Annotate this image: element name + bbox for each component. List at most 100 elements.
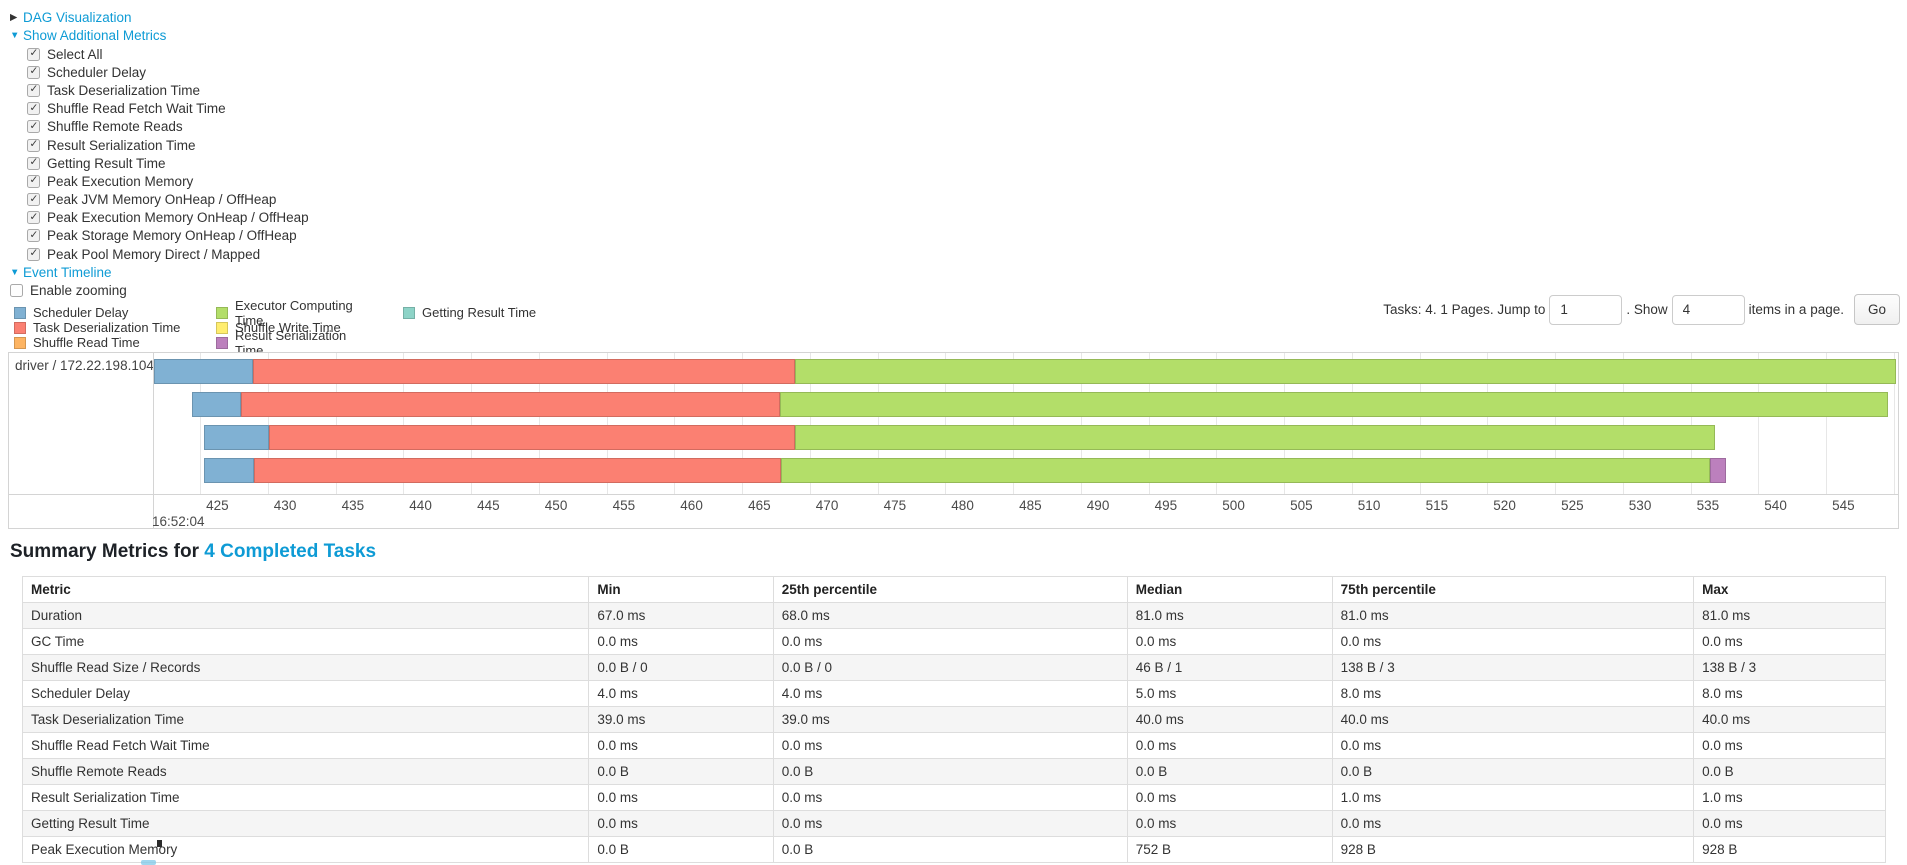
task-deserialization-segment[interactable]	[254, 458, 782, 483]
summary-metric-value: 0.0 ms	[1126, 628, 1333, 655]
metric-checkbox[interactable]	[27, 211, 40, 225]
axis-gridline	[1284, 353, 1286, 494]
expanded-arrow-icon: ▼	[10, 266, 20, 278]
scheduler-delay-segment[interactable]	[154, 359, 253, 384]
timeline-group-column: driver / 172.22.198.104	[9, 353, 154, 528]
scheduler-delay-segment[interactable]	[204, 425, 270, 450]
event-timeline-toggle[interactable]: ▼ Event Timeline	[10, 263, 309, 282]
summary-title-text: Summary Metrics for	[10, 541, 200, 562]
summary-table-row: Peak Execution Memory 0.0 B 0.0 B 752 B 928 …	[21, 836, 1886, 863]
axis-tick-label: 465	[748, 498, 771, 513]
task-timeline-bar	[154, 458, 1898, 483]
event-timeline-label: Event Timeline	[23, 265, 112, 280]
completed-tasks-link[interactable]: 4 Completed Tasks	[204, 541, 377, 562]
summary-metric-name: Duration	[21, 602, 590, 629]
legend-label: Task Deserialization Time	[33, 320, 181, 335]
summary-metric-value: 0.0 ms	[1331, 810, 1695, 837]
executor-computing-segment[interactable]	[781, 458, 1710, 483]
summary-metric-value: 0.0 B	[1331, 758, 1695, 785]
summary-metric-value: 0.0 B	[588, 836, 774, 863]
executor-computing-segment[interactable]	[780, 392, 1889, 417]
dag-visualization-label: DAG Visualization	[23, 9, 132, 25]
axis-gridline	[1758, 353, 1760, 494]
summary-metric-value: 0.0 ms	[1331, 732, 1695, 759]
summary-metric-value: 0.0 B	[772, 758, 1128, 785]
executor-group-label: driver / 172.22.198.104	[15, 358, 153, 373]
scheduler-delay-segment[interactable]	[191, 392, 241, 417]
axis-tick-label: 495	[1154, 498, 1178, 513]
axis-tick-label: 485	[1019, 498, 1042, 513]
executor-computing-segment[interactable]	[794, 359, 1897, 384]
legend-label: Getting Result Time	[422, 305, 537, 320]
summary-metric-value: 0.0 ms	[588, 784, 774, 811]
summary-table-row: Duration 67.0 ms 68.0 ms 81.0 ms 81.0 ms 81.0…	[21, 602, 1886, 629]
axis-tick-label: 520	[1493, 498, 1516, 513]
enable-zooming-checkbox[interactable]	[10, 284, 23, 298]
metric-checkbox[interactable]	[27, 247, 40, 261]
metric-checkbox-row: Shuffle Read Fetch Wait Time	[27, 100, 309, 118]
summary-metric-value: 4.0 ms	[588, 680, 774, 707]
task-timeline-bar	[154, 425, 1898, 450]
page-size-input[interactable]	[1671, 294, 1745, 325]
dag-visualization-toggle[interactable]: ▶ DAG Visualization	[10, 8, 309, 27]
metric-checkbox-row: Shuffle Remote Reads	[27, 118, 309, 136]
legend-item: Task Deserialization Time	[14, 320, 190, 335]
summary-metric-value: 81.0 ms	[1693, 602, 1886, 629]
metric-checkbox[interactable]	[27, 174, 40, 188]
summary-metric-value: 0.0 B	[772, 836, 1128, 863]
axis-tick-label: 425	[206, 498, 229, 513]
task-count-text: Tasks: 4. 1 Pages. Jump to	[1383, 302, 1546, 317]
timeline-plot-area	[154, 353, 1898, 494]
metric-checkbox-row: Peak Storage Memory OnHeap / OffHeap	[27, 227, 309, 245]
summary-metric-value: 928 B	[1693, 836, 1886, 863]
metric-checkbox[interactable]	[27, 193, 40, 207]
summary-metric-value: 0.0 B / 0	[772, 654, 1128, 681]
summary-metric-value: 0.0 ms	[772, 784, 1128, 811]
summary-metric-value: 0.0 ms	[1126, 784, 1333, 811]
go-button[interactable]: Go	[1853, 294, 1900, 325]
summary-metric-value: 81.0 ms	[1126, 602, 1333, 629]
legend-item: Shuffle Read Time	[14, 335, 190, 350]
summary-metric-value: 39.0 ms	[772, 706, 1128, 733]
metric-checkbox[interactable]	[27, 229, 40, 243]
axis-gridline	[1013, 353, 1015, 494]
axis-gridline	[1826, 353, 1828, 494]
metric-checkbox[interactable]	[27, 156, 40, 170]
metric-checkbox-label: Peak Execution Memory	[47, 173, 194, 189]
summary-metric-value: 0.0 ms	[1693, 628, 1886, 655]
summary-table-row: Getting Result Time 0.0 ms 0.0 ms 0.0 ms 0.0…	[21, 810, 1886, 837]
task-deserialization-segment[interactable]	[269, 425, 795, 450]
legend-label: Scheduler Delay	[33, 305, 129, 320]
task-timeline-bar	[154, 392, 1898, 417]
result-serialization-segment[interactable]	[1709, 458, 1726, 483]
task-deserialization-segment[interactable]	[240, 392, 780, 417]
metric-checkbox-row: Getting Result Time	[27, 154, 309, 172]
collapsed-arrow-icon: ▶	[10, 11, 18, 23]
axis-tick-label: 530	[1628, 498, 1652, 513]
executor-computing-segment[interactable]	[794, 425, 1715, 450]
metric-checkbox[interactable]	[27, 65, 40, 79]
axis-tick-label: 510	[1357, 498, 1381, 513]
summary-metric-value: 8.0 ms	[1331, 680, 1695, 707]
metric-checkbox[interactable]	[27, 120, 40, 134]
metric-checkbox[interactable]	[27, 138, 40, 152]
metric-checkbox[interactable]	[27, 47, 40, 61]
items-per-page-text: items in a page.	[1748, 302, 1844, 317]
show-additional-metrics-toggle[interactable]: ▼ Show Additional Metrics	[10, 27, 309, 46]
metric-checkbox[interactable]	[27, 102, 40, 116]
metrics-checkbox-list: Select All Scheduler Delay Task Deserializ…	[10, 45, 309, 263]
task-pagination: Tasks: 4. 1 Pages. Jump to . Show items …	[1379, 294, 1900, 325]
axis-gridline	[1555, 353, 1557, 494]
summary-metric-value: 0.0 ms	[1331, 628, 1695, 655]
summary-table-row: Task Deserialization Time 39.0 ms 39.0 ms 4…	[21, 706, 1886, 733]
task-deserialization-segment[interactable]	[252, 359, 795, 384]
metric-checkbox[interactable]	[27, 83, 40, 97]
jump-to-page-input[interactable]	[1549, 294, 1623, 325]
scheduler-delay-segment[interactable]	[204, 458, 255, 483]
axis-tick-label: 535	[1696, 498, 1720, 513]
summary-metric-value: 5.0 ms	[1126, 680, 1333, 707]
axis-tick-label: 445	[477, 498, 500, 513]
stage-controls: ▶ DAG Visualization ▼ Show Additional Me…	[10, 8, 309, 300]
summary-metric-name: Task Deserialization Time	[21, 706, 590, 733]
summary-metric-value: 46 B / 1	[1126, 654, 1333, 681]
